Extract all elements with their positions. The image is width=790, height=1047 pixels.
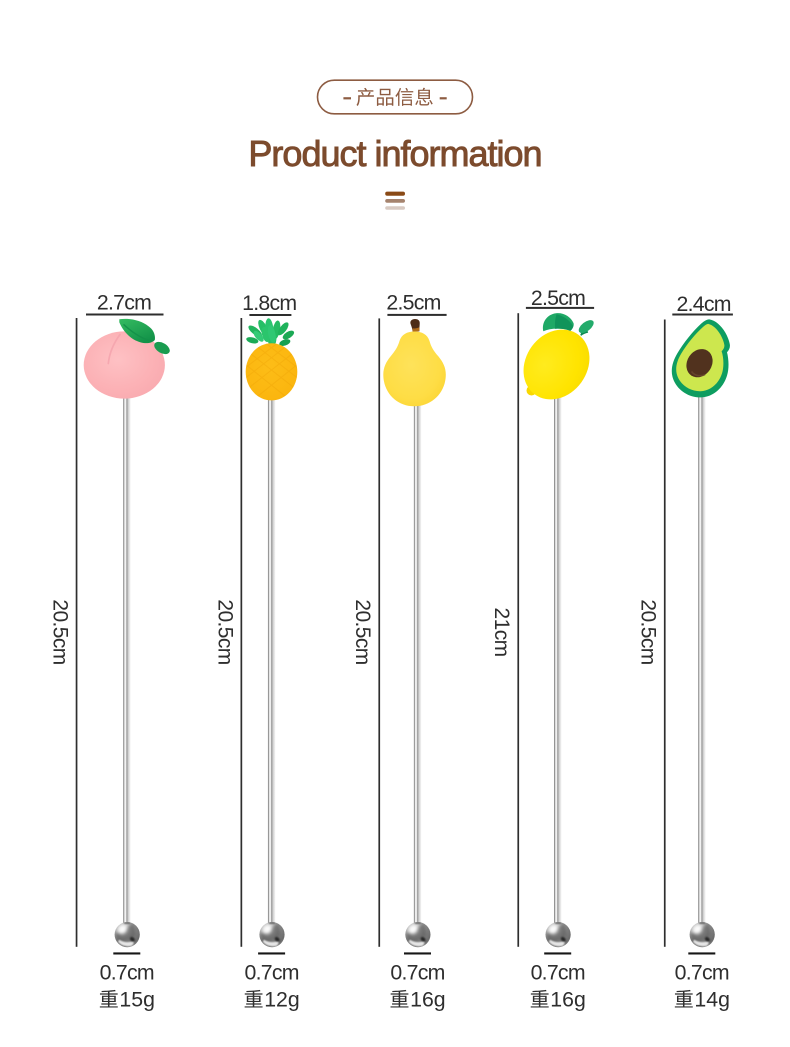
svg-text:0.7cm: 0.7cm xyxy=(100,961,154,985)
svg-text:2.4cm: 2.4cm xyxy=(676,292,730,316)
svg-text:12g: 12g xyxy=(264,988,300,1012)
svg-text:0.7cm: 0.7cm xyxy=(531,961,585,985)
svg-text:16g: 16g xyxy=(550,988,586,1012)
svg-text:14g: 14g xyxy=(694,988,730,1012)
svg-text:21cm: 21cm xyxy=(490,608,513,657)
svg-text:2.5cm: 2.5cm xyxy=(386,290,440,314)
svg-text:16g: 16g xyxy=(410,988,446,1012)
svg-text:20.5cm: 20.5cm xyxy=(637,599,660,664)
svg-text:2.7cm: 2.7cm xyxy=(97,290,151,314)
svg-text:0.7cm: 0.7cm xyxy=(390,961,444,985)
svg-text:15g: 15g xyxy=(119,988,155,1012)
svg-text:2.5cm: 2.5cm xyxy=(531,286,585,310)
svg-text:Product information: Product information xyxy=(248,133,541,174)
svg-text:20.5cm: 20.5cm xyxy=(351,599,374,664)
svg-text:20.5cm: 20.5cm xyxy=(213,599,236,664)
svg-text:20.5cm: 20.5cm xyxy=(49,599,72,664)
svg-text:0.7cm: 0.7cm xyxy=(675,961,729,985)
svg-text:0.7cm: 0.7cm xyxy=(244,961,298,985)
svg-text:1.8cm: 1.8cm xyxy=(242,291,296,315)
